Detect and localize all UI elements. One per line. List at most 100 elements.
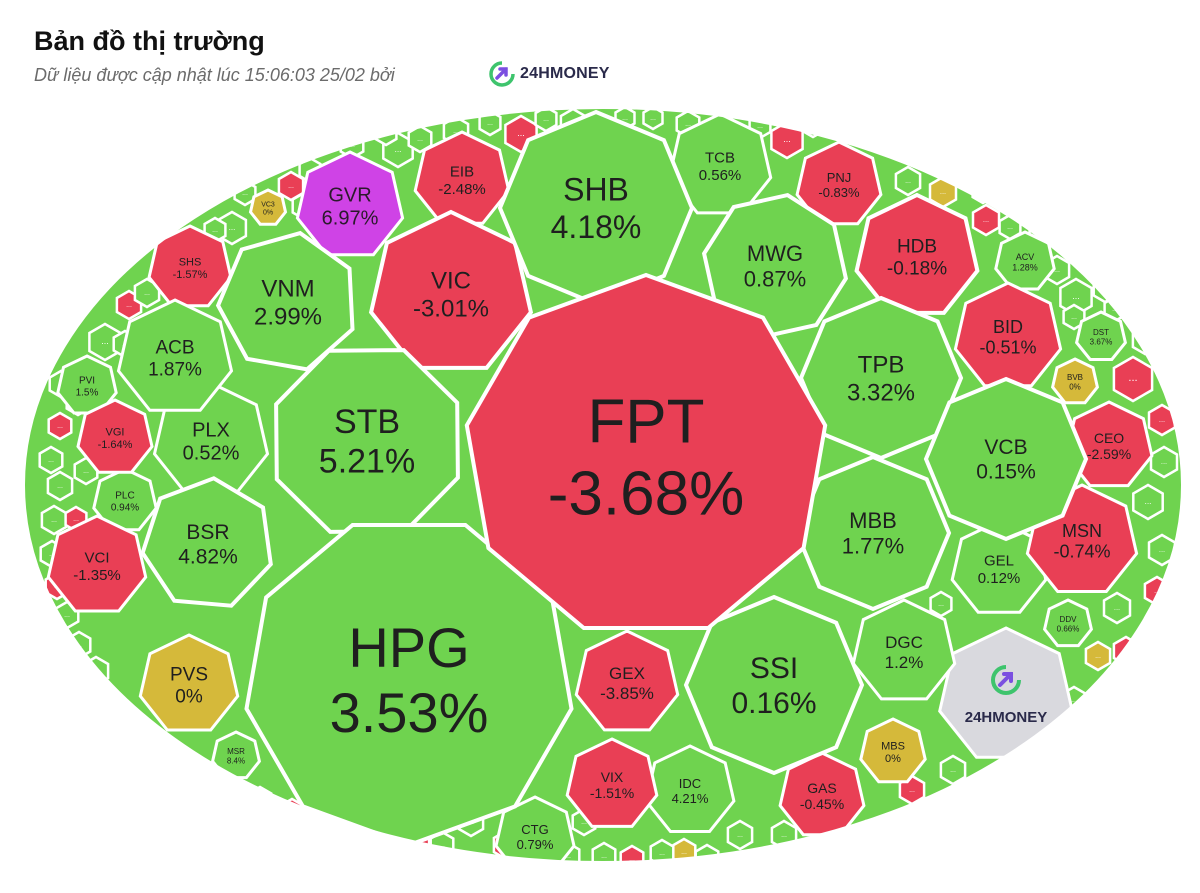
more-stocks-cell[interactable]: ... — [88, 688, 114, 718]
stock-cell-gex[interactable]: GEX-3.85% — [574, 629, 680, 732]
stock-ticker: BSR — [186, 521, 229, 544]
cell-more-label: ... — [1114, 603, 1120, 612]
stock-change: 0% — [1069, 382, 1081, 391]
stock-cell-eib[interactable]: EIB-2.48% — [413, 130, 511, 225]
cell-shape — [76, 398, 154, 474]
cell-shape — [305, 821, 331, 851]
cell-shape — [994, 230, 1056, 291]
brand-logo[interactable]: 24HMONEY — [488, 60, 610, 88]
stock-change: -0.74% — [1053, 542, 1110, 562]
more-stocks-cell[interactable]: ... — [1013, 185, 1041, 217]
more-stocks-cell[interactable]: ... — [752, 847, 778, 875]
more-stocks-cell[interactable]: ... — [820, 840, 846, 868]
stock-change: 2.99% — [254, 303, 322, 330]
stock-change: 0.16% — [731, 687, 816, 720]
more-stocks-cell[interactable]: ... — [223, 803, 249, 833]
more-stocks-cell[interactable]: ... — [1062, 303, 1086, 331]
more-stocks-cell[interactable]: ... — [149, 773, 175, 803]
cell-shape — [407, 124, 433, 154]
stock-cell-vix[interactable]: VIX-1.51% — [565, 737, 659, 828]
cell-more-label: ... — [1159, 415, 1165, 424]
more-stocks-cell[interactable]: ... — [407, 124, 433, 154]
stock-cell-pnj[interactable]: PNJ-0.83% — [795, 140, 883, 226]
more-stocks-cell[interactable]: ... — [726, 819, 754, 851]
stock-change: 3.67% — [1090, 337, 1113, 346]
more-stocks-cell[interactable]: ... — [1026, 744, 1054, 776]
more-stocks-cell[interactable]: ... — [619, 844, 645, 872]
more-stocks-cell[interactable]: ... — [946, 788, 972, 818]
cell-more-label: ... — [659, 850, 665, 857]
cell-more-label: ... — [601, 853, 607, 860]
more-stocks-cell[interactable]: ... — [125, 750, 153, 782]
more-stocks-cell[interactable]: ... — [591, 841, 617, 869]
more-stocks-cell[interactable]: ... — [929, 590, 953, 618]
more-stocks-cell[interactable]: ... — [642, 107, 664, 131]
stock-ticker: PVI — [79, 376, 95, 387]
more-stocks-cell[interactable]: ... — [47, 411, 73, 441]
more-stocks-cell[interactable]: ... — [40, 504, 68, 536]
stock-cell-vci[interactable]: VCI-1.35% — [46, 514, 148, 613]
more-stocks-cell[interactable]: ... — [971, 203, 1001, 237]
more-stocks-cell[interactable]: ... — [874, 120, 902, 152]
more-stocks-cell[interactable]: ... — [305, 821, 331, 851]
more-stocks-cell[interactable]: ... — [199, 794, 225, 824]
update-info: Dữ liệu được cập nhật lúc 15:06:03 25/02… — [34, 65, 395, 85]
cell-more-label: ... — [98, 700, 104, 707]
more-stocks-cell[interactable]: ... — [1112, 355, 1154, 403]
more-stocks-cell[interactable]: ... — [1132, 483, 1164, 521]
stock-cell-fpt[interactable]: FPT-3.68% — [464, 272, 828, 630]
stock-cell-gas[interactable]: GAS-0.45% — [778, 751, 866, 837]
more-stocks-cell[interactable]: ... — [1102, 591, 1132, 625]
more-stocks-cell[interactable]: ... — [1084, 640, 1112, 672]
more-stocks-cell[interactable]: ... — [38, 445, 64, 475]
cell-more-label: ... — [922, 154, 928, 161]
cell-shape — [946, 788, 972, 818]
cell-more-label: ... — [1159, 545, 1165, 554]
more-stocks-cell[interactable]: ... — [894, 165, 922, 197]
cell-shape — [798, 295, 964, 461]
cell-shape — [851, 598, 957, 701]
more-stocks-cell[interactable]: ... — [103, 720, 131, 752]
stock-cell-bid[interactable]: BID-0.51% — [953, 281, 1063, 388]
more-stocks-cell[interactable]: ... — [949, 157, 975, 187]
stock-cell-vgi[interactable]: VGI-1.64% — [76, 398, 154, 474]
cell-more-label: ... — [980, 188, 986, 195]
stock-cell-ceo[interactable]: CEO-2.59% — [1064, 400, 1154, 488]
more-stocks-cell[interactable]: ... — [46, 470, 74, 502]
more-stocks-cell[interactable]: ... — [939, 754, 967, 786]
cell-more-label: ... — [144, 290, 150, 297]
stock-cell-vic[interactable]: VIC-3.01% — [368, 209, 534, 370]
more-stocks-cell[interactable]: ... — [850, 107, 874, 135]
cell-shape — [46, 514, 148, 613]
stock-ticker: HDB — [897, 237, 937, 258]
more-stocks-cell[interactable]: ... — [1149, 445, 1179, 479]
more-stocks-cell[interactable]: ... — [986, 774, 1014, 806]
more-stocks-cell[interactable]: ... — [169, 792, 197, 824]
